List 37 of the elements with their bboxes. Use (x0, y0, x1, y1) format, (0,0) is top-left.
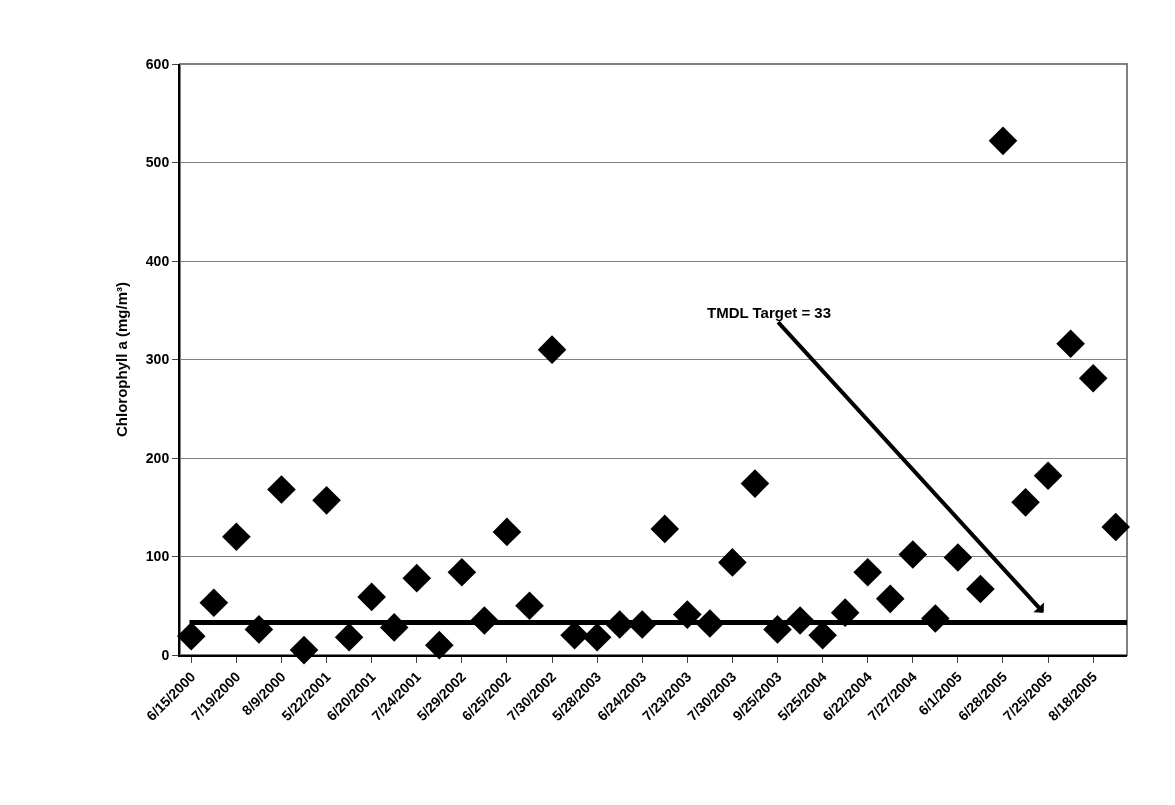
point (1056, 329, 1085, 359)
y-tick-label: 300 (145, 351, 170, 368)
point (357, 582, 386, 612)
point (492, 517, 522, 547)
y-tick-label: 500 (145, 154, 170, 171)
point (1033, 461, 1063, 491)
point (988, 126, 1018, 156)
point (515, 591, 544, 621)
point (447, 557, 477, 587)
y-tick-label: 0 (161, 646, 170, 663)
point (425, 630, 454, 660)
y-axis-title: Chlorophyll a (mg/m³) (112, 282, 130, 437)
point (875, 584, 905, 614)
point (1011, 488, 1040, 517)
y-tick-label: 100 (145, 548, 170, 565)
point (718, 548, 747, 577)
y-tick-label: 200 (145, 449, 170, 466)
point (1078, 363, 1108, 393)
y-tick-label: 600 (145, 55, 170, 72)
point (943, 543, 973, 572)
point (289, 635, 319, 665)
point (334, 622, 364, 652)
point (1101, 512, 1131, 542)
point (199, 588, 229, 618)
point (537, 335, 567, 364)
point (740, 469, 770, 498)
point (222, 522, 251, 552)
point (312, 486, 341, 515)
point (650, 514, 680, 544)
point (267, 475, 296, 504)
point (582, 622, 612, 652)
point (898, 540, 928, 569)
point (966, 574, 995, 604)
point (853, 557, 882, 587)
ref-line-label: TMDL Target = 33 (707, 304, 832, 321)
y-tick-label: 400 (145, 252, 170, 269)
point (402, 563, 432, 593)
